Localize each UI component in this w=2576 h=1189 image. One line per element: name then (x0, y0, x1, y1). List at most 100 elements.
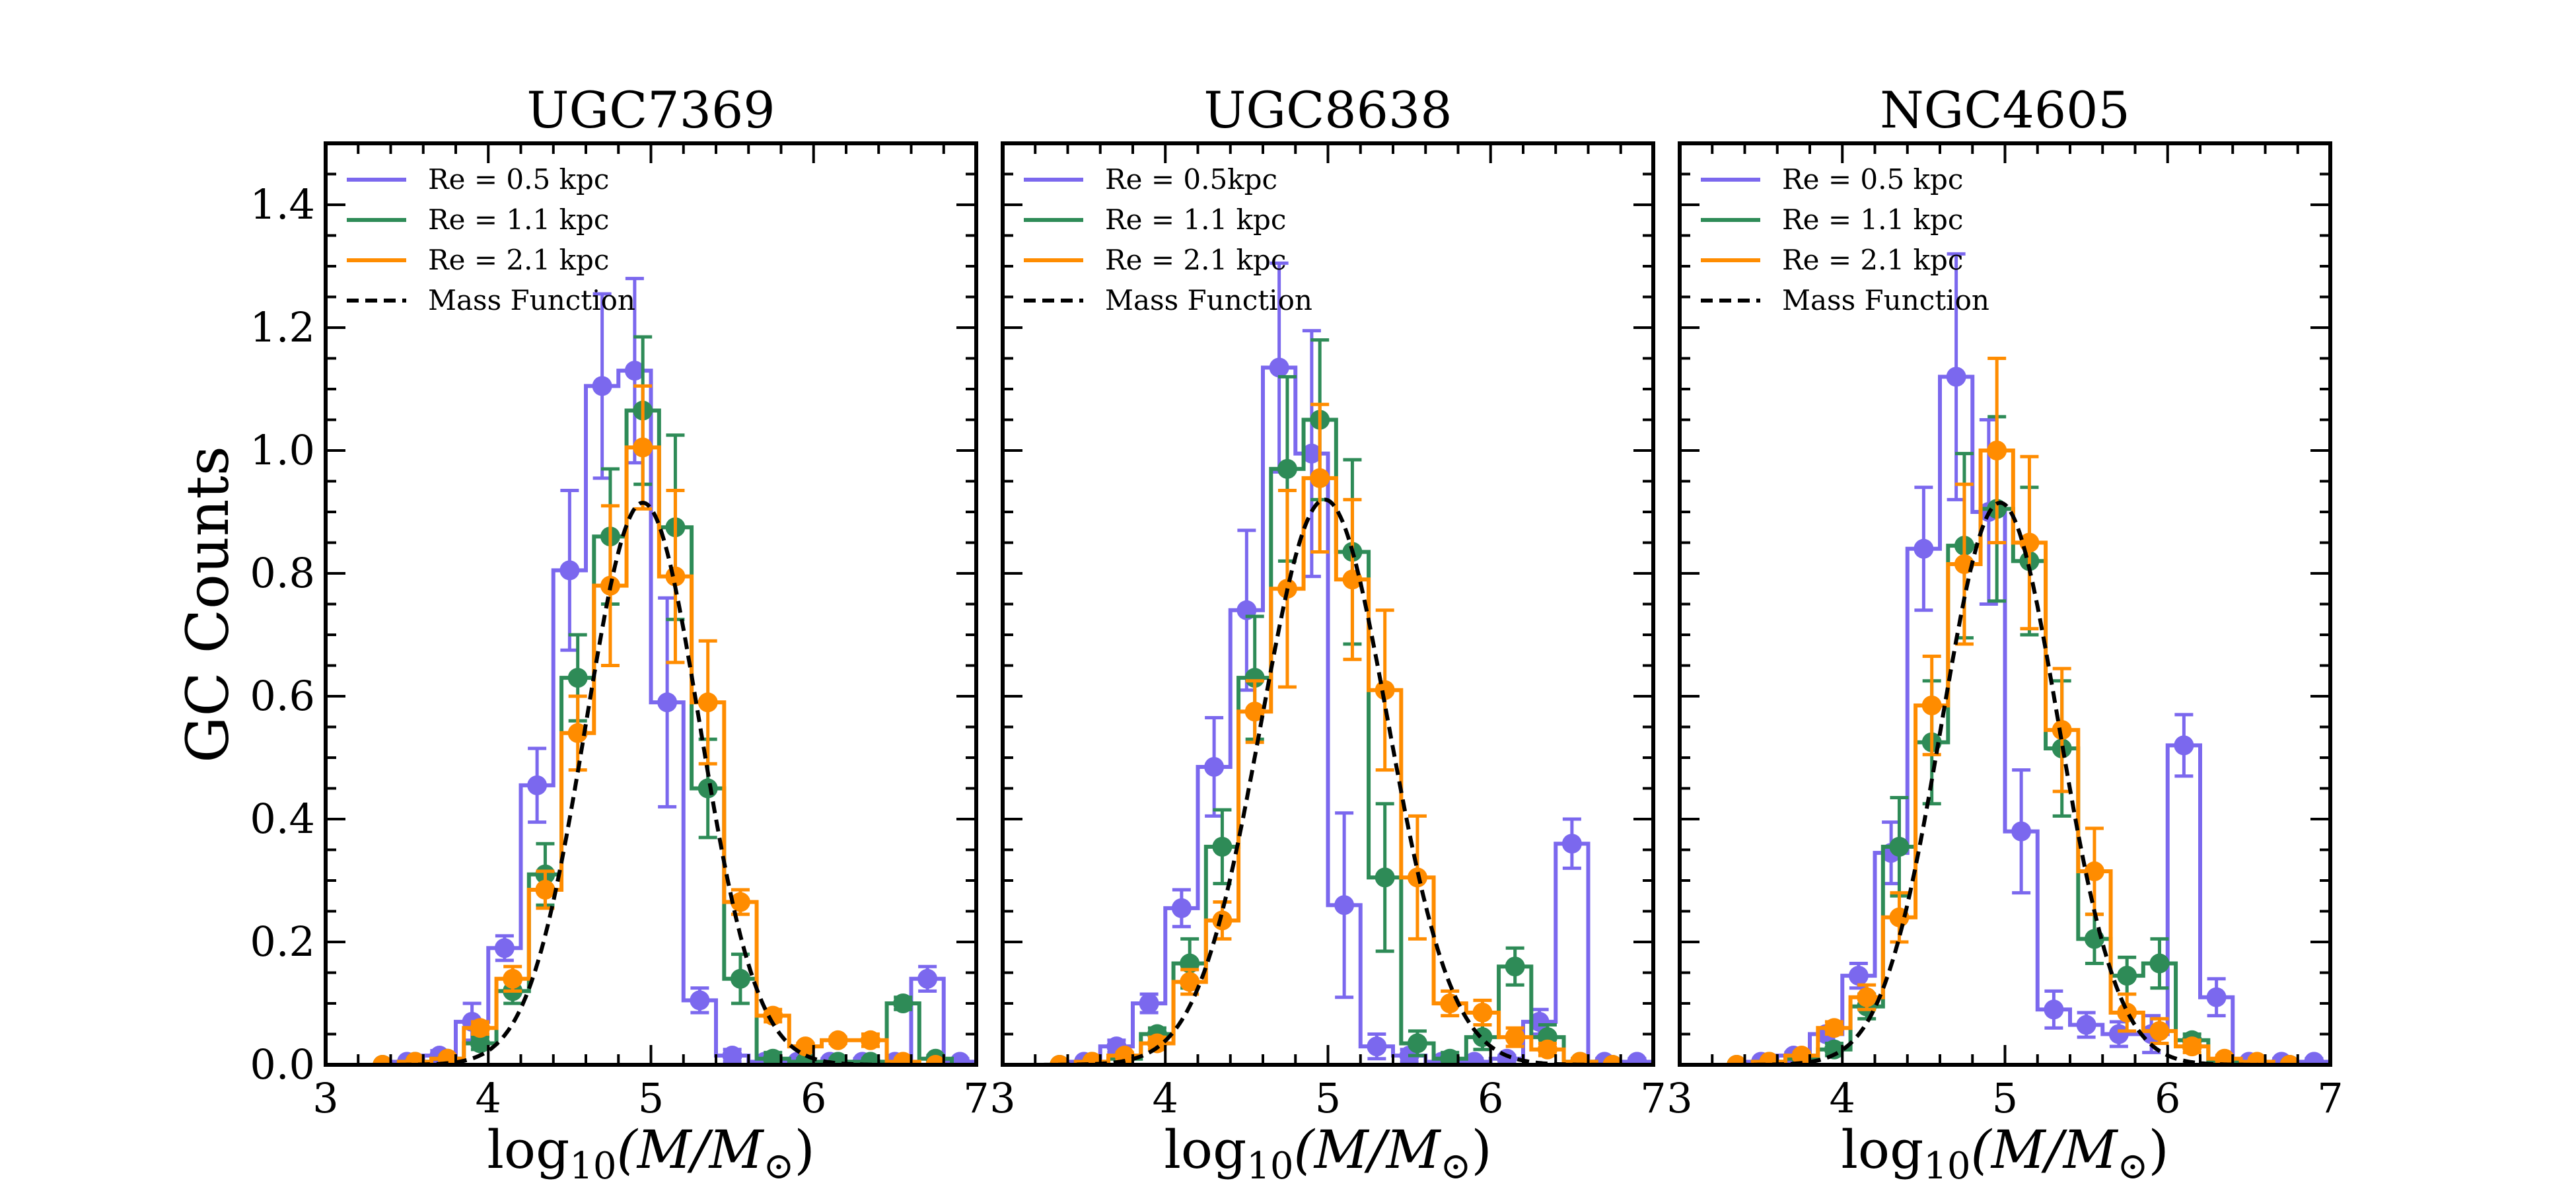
data-point (1464, 1052, 1485, 1065)
x-tick-label: 4 (1153, 1074, 1178, 1122)
panel-title: UGC8638 (1203, 81, 1452, 139)
histogram-step (1720, 449, 2307, 1065)
data-point (2279, 1055, 2300, 1065)
data-point (722, 1046, 742, 1065)
data-point (730, 968, 750, 989)
data-point (1180, 972, 1200, 992)
data-point (1204, 756, 1225, 777)
data-point (2117, 966, 2137, 986)
data-point (2052, 720, 2072, 740)
data-point (698, 692, 718, 713)
x-label-log: log (487, 1119, 569, 1180)
x-axis-label: log10(M/M⊙) (1164, 1119, 1491, 1188)
data-point (1139, 993, 1159, 1013)
legend-label: Re = 1.1 kpc (1782, 203, 1963, 236)
data-point (860, 1030, 880, 1050)
panel-title: UGC7369 (526, 81, 775, 139)
x-label-close: ) (1471, 1119, 1491, 1180)
y-tick-label: 0.0 (250, 1040, 315, 1089)
data-point (1529, 1011, 1550, 1032)
data-point (567, 723, 588, 743)
x-label-sun: ⊙ (1441, 1145, 1472, 1188)
data-point (730, 892, 750, 912)
x-tick-label: 6 (2155, 1074, 2180, 1122)
data-point (559, 560, 580, 581)
panel-ugc8638: UGC8638 3 4 5 6 7 log10(M/M⊙) Re = 0.5kpc Re = 1… (989, 81, 1666, 1188)
data-point (893, 993, 913, 1013)
x-label-sub: 10 (569, 1145, 616, 1188)
data-point (1987, 441, 2007, 460)
data-point (1889, 836, 1910, 857)
data-point (2011, 821, 2032, 842)
data-point (2182, 1036, 2202, 1057)
x-tick-label: 4 (1830, 1074, 1855, 1122)
data-point (624, 361, 645, 381)
legend-label: Re = 1.1 kpc (428, 203, 609, 236)
legend-label: Re = 0.5 kpc (1782, 163, 1963, 196)
x-label-close: ) (794, 1119, 814, 1180)
data-point (925, 1055, 946, 1065)
data-point (763, 1005, 783, 1026)
data-point (567, 668, 588, 688)
legend: Re = 0.5 kpc Re = 1.1 kpc Re = 2.1 kpc Mass… (1701, 163, 1989, 316)
data-point (1824, 1018, 1844, 1038)
data-point (893, 1052, 913, 1065)
x-tick-label: 7 (963, 1074, 989, 1122)
data-point (1824, 1039, 1844, 1060)
data-point (405, 1052, 425, 1065)
data-point (1570, 1052, 1591, 1065)
data-point (950, 1052, 970, 1065)
data-point (2304, 1052, 2324, 1065)
series-2 (1720, 357, 2307, 1065)
x-tick-label: 6 (1478, 1074, 1503, 1122)
data-point (1602, 1055, 1623, 1065)
x-label-sun: ⊙ (2118, 1145, 2149, 1188)
data-point (1627, 1052, 1647, 1065)
data-point (1857, 987, 1877, 1007)
data-point (1946, 367, 1966, 387)
data-point (698, 778, 718, 799)
data-point (657, 692, 678, 713)
data-point (1301, 443, 1322, 464)
data-point (437, 1048, 458, 1065)
data-point (1537, 1039, 1557, 1060)
data-point (2084, 861, 2104, 882)
y-tick-label: 0.8 (250, 549, 315, 597)
x-label-log: log (1164, 1119, 1246, 1180)
data-point (1921, 695, 1942, 715)
panel-title: NGC4605 (1880, 81, 2130, 139)
y-tick-label: 0.6 (250, 672, 315, 720)
legend-label: Mass Function (1105, 284, 1312, 316)
data-point (917, 968, 938, 989)
y-tick-label: 0.2 (250, 918, 315, 966)
data-point (2117, 1002, 2137, 1023)
data-point (1407, 1033, 1427, 1054)
data-point (795, 1036, 816, 1057)
data-point (1505, 956, 1525, 977)
data-point (1147, 1033, 1167, 1054)
data-point (1440, 1048, 1460, 1065)
data-point (1244, 668, 1265, 688)
panel-ugc7369: UGC7369 3 4 5 6 7 0.0 0.2 0.4 0.6 0.8 1.0 1.2 1.4 log1… (250, 81, 989, 1188)
x-label-log: log (1841, 1119, 1923, 1180)
data-point (1082, 1052, 1102, 1065)
data-point (2174, 735, 2194, 756)
y-tick-label: 1.4 (250, 180, 315, 229)
x-label-close: ) (2148, 1119, 2168, 1180)
series-0 (1065, 261, 1653, 1065)
x-label-ratio: (M/M (1294, 1119, 1442, 1180)
data-point (690, 990, 710, 1011)
data-point (1334, 895, 1355, 916)
x-tick-label: 7 (1640, 1074, 1666, 1122)
data-point (2214, 1048, 2235, 1065)
data-point (2108, 1024, 2129, 1044)
data-point (1914, 538, 1934, 559)
x-label-sub: 10 (1246, 1145, 1293, 1188)
data-point (2149, 953, 2170, 974)
plot-area (1680, 252, 2330, 1065)
data-point (1848, 966, 1869, 986)
x-tick-label: 5 (638, 1074, 664, 1122)
